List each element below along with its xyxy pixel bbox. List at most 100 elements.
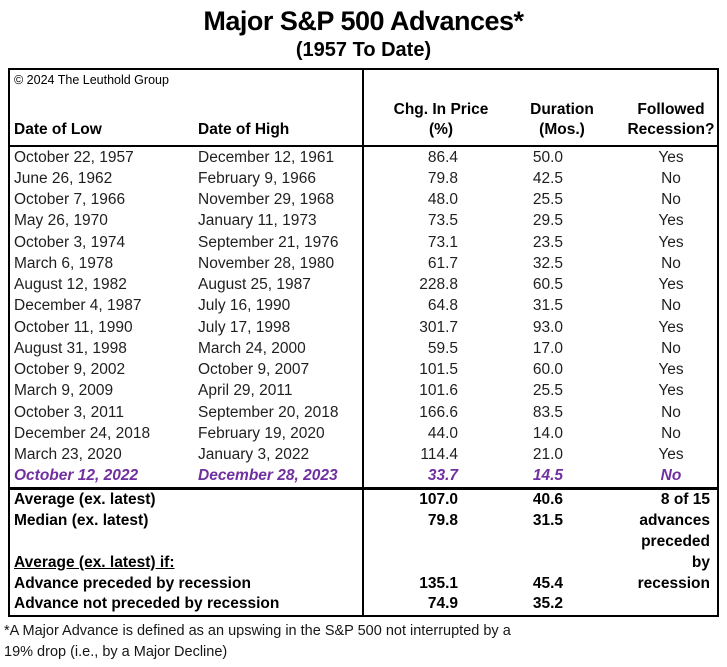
- table-row: October 22, 1957 December 12, 1961 86.4 50.…: [10, 147, 717, 168]
- cell-date-of-low: August 12, 1982: [14, 276, 127, 294]
- summary-row: Advance not preceded by recession 74.9 35.…: [10, 594, 717, 615]
- cell-date-of-low: October 9, 2002: [14, 361, 126, 379]
- cell-followed-recession: No: [661, 191, 681, 209]
- table-row: March 23, 2020 January 3, 2022 114.4 21.0 Ye…: [10, 445, 717, 466]
- summary-recession-note: advances: [639, 512, 710, 530]
- cell-followed-recession: Yes: [658, 446, 684, 464]
- cell-date-of-low: May 26, 1970: [14, 212, 108, 230]
- chart-title: Major S&P 500 Advances*: [203, 6, 524, 36]
- cell-date-of-low: October 12, 2022: [14, 467, 139, 485]
- cell-chg-in-price: 228.8: [419, 276, 458, 294]
- cell-date-of-low: October 22, 1957: [14, 148, 134, 166]
- cell-followed-recession: No: [661, 424, 681, 442]
- table-row: October 11, 1990 July 17, 1998 301.7 93.0 Ye…: [10, 317, 717, 338]
- cell-date-of-low: October 3, 2011: [14, 403, 125, 421]
- table-body: October 22, 1957 December 12, 1961 86.4 50.…: [10, 147, 717, 487]
- summary-label: Advance preceded by recession: [14, 574, 251, 592]
- cell-duration: 42.5: [532, 169, 563, 187]
- cell-date-of-low: December 24, 2018: [14, 424, 151, 442]
- cell-duration: 31.5: [532, 297, 563, 315]
- cell-date-of-high: December 28, 2023: [198, 467, 338, 485]
- summary-chg-in-price: 135.1: [419, 574, 458, 592]
- column-header-duration: Duration (Mos.): [500, 100, 605, 145]
- cell-duration: 29.5: [532, 212, 563, 230]
- cell-followed-recession: Yes: [658, 318, 684, 336]
- cell-followed-recession: Yes: [658, 233, 684, 251]
- cell-duration: 60.5: [532, 276, 563, 294]
- table-row: October 9, 2002 October 9, 2007 101.5 60.0 Y…: [10, 360, 717, 381]
- cell-date-of-high: October 9, 2007: [198, 361, 310, 379]
- cell-duration: 23.5: [532, 233, 563, 251]
- cell-date-of-low: October 3, 1974: [14, 233, 126, 251]
- cell-date-of-high: July 16, 1990: [198, 297, 291, 315]
- cell-date-of-low: March 9, 2009: [14, 382, 114, 400]
- cell-chg-in-price: 101.6: [419, 382, 458, 400]
- summary-chg-in-price: 74.9: [427, 595, 458, 613]
- cell-followed-recession: Yes: [658, 382, 684, 400]
- table-row: October 3, 2011 September 20, 2018 166.6 83…: [10, 402, 717, 423]
- cell-date-of-high: November 28, 1980: [198, 254, 335, 272]
- cell-chg-in-price: 79.8: [427, 169, 458, 187]
- summary-duration: 45.4: [532, 574, 563, 592]
- cell-chg-in-price: 166.6: [419, 403, 458, 421]
- cell-followed-recession: No: [660, 467, 682, 485]
- cell-chg-in-price: 33.7: [427, 467, 458, 485]
- summary-duration: 31.5: [532, 512, 563, 530]
- footnote-line-1: *A Major Advance is defined as an upswin…: [4, 623, 511, 639]
- cell-date-of-high: April 29, 2011: [198, 382, 293, 400]
- cell-followed-recession: No: [661, 403, 681, 421]
- table-row: October 12, 2022 December 28, 2023 33.7 14.…: [10, 466, 717, 487]
- cell-date-of-high: March 24, 2000: [198, 339, 306, 357]
- cell-followed-recession: No: [661, 169, 681, 187]
- cell-duration: 50.0: [532, 148, 563, 166]
- table-row: March 6, 1978 November 28, 1980 61.7 32.5 No: [10, 253, 717, 274]
- table-row: December 24, 2018 February 19, 2020 44.0 14…: [10, 423, 717, 444]
- summary-chg-in-price: 107.0: [419, 491, 458, 509]
- summary-row: preceded: [10, 532, 717, 553]
- summary-recession-note: recession: [637, 574, 710, 592]
- chart-subtitle: (1957 To Date): [295, 39, 432, 61]
- summary-label: Advance not preceded by recession: [14, 595, 280, 613]
- cell-duration: 21.0: [532, 446, 563, 464]
- table-row: August 31, 1998 March 24, 2000 59.5 17.0 No: [10, 338, 717, 359]
- summary-row: Average (ex. latest) if: by: [10, 552, 717, 573]
- column-header-line: Chg. In Price: [393, 101, 489, 118]
- table-row: March 9, 2009 April 29, 2011 101.6 25.5 Yes: [10, 381, 717, 402]
- summary-recession-note: by: [691, 553, 710, 571]
- summary-recession-note: 8 of 15: [660, 491, 710, 509]
- cell-date-of-high: September 20, 2018: [198, 403, 339, 421]
- cell-followed-recession: No: [661, 254, 681, 272]
- cell-date-of-low: March 23, 2020: [14, 446, 122, 464]
- table-row: May 26, 1970 January 11, 1973 73.5 29.5 Yes: [10, 211, 717, 232]
- cell-date-of-low: August 31, 1998: [14, 339, 127, 357]
- cell-duration: 14.0: [532, 424, 563, 442]
- summary-row: Median (ex. latest) 79.8 31.5 advances: [10, 511, 717, 532]
- cell-date-of-low: December 4, 1987: [14, 297, 142, 315]
- cell-chg-in-price: 48.0: [427, 191, 458, 209]
- cell-chg-in-price: 64.8: [427, 297, 458, 315]
- footnote-line-2: 19% drop (i.e., by a Major Decline): [4, 643, 228, 660]
- summary-row: Average (ex. latest) 107.0 40.6 8 of 15: [10, 490, 717, 511]
- table-row: October 3, 1974 September 21, 1976 73.1 23.…: [10, 232, 717, 253]
- table-row: December 4, 1987 July 16, 1990 64.8 31.5 No: [10, 296, 717, 317]
- cell-date-of-high: January 3, 2022: [198, 446, 310, 464]
- advances-table: © 2024 The Leuthold Group Date of Low Da…: [8, 68, 719, 617]
- column-header-date-of-low: Date of Low: [14, 121, 102, 138]
- summary-duration: 40.6: [532, 491, 563, 509]
- column-header-date-of-high: Date of High: [198, 121, 290, 138]
- column-header-chg-in-price: Chg. In Price (%): [362, 100, 500, 145]
- cell-followed-recession: No: [661, 339, 681, 357]
- column-header-line: Duration: [530, 101, 594, 118]
- cell-chg-in-price: 301.7: [419, 318, 458, 336]
- table-header-row: © 2024 The Leuthold Group Date of Low Da…: [10, 70, 717, 147]
- cell-chg-in-price: 73.5: [427, 212, 458, 230]
- table-row: June 26, 1962 February 9, 1966 79.8 42.5 No: [10, 168, 717, 189]
- cell-followed-recession: Yes: [658, 212, 684, 230]
- cell-followed-recession: Yes: [658, 148, 684, 166]
- summary-row: Advance preceded by recession 135.1 45.4 re…: [10, 573, 717, 594]
- summary-duration: 35.2: [532, 595, 563, 613]
- cell-date-of-low: October 11, 1990: [14, 318, 133, 336]
- column-header-line: (%): [428, 121, 454, 138]
- cell-chg-in-price: 73.1: [427, 233, 458, 251]
